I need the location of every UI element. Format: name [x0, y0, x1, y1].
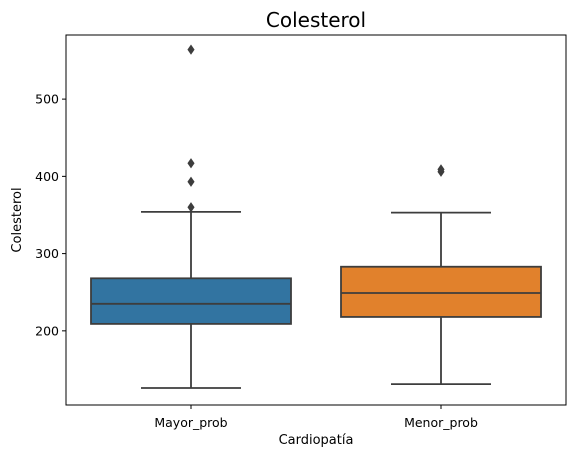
x-axis: Mayor_prob Menor_prob	[154, 405, 478, 430]
box-group-Menor_prob	[340, 164, 542, 386]
x-tick-label: Menor_prob	[404, 415, 478, 430]
y-axis-label: Colesterol	[10, 187, 25, 252]
outlier-point	[187, 202, 195, 213]
outlier-point	[187, 158, 195, 169]
chart-title: Colesterol	[266, 8, 366, 32]
plot-frame	[65, 34, 567, 406]
box-iqr	[340, 265, 542, 318]
y-tick-label: 500	[35, 92, 59, 107]
x-tick-label: Mayor_prob	[154, 415, 227, 430]
box-group-Mayor_prob	[90, 44, 292, 389]
x-axis-label: Cardiopatía	[279, 433, 354, 448]
box-iqr	[90, 277, 292, 325]
y-axis: 200 300 400 500	[35, 92, 66, 338]
y-tick-label: 400	[35, 169, 59, 184]
outlier-point	[187, 176, 195, 187]
y-tick-label: 200	[35, 323, 59, 338]
plot-area	[90, 44, 542, 389]
y-tick-label: 300	[35, 246, 59, 261]
outlier-point	[187, 44, 195, 55]
outlier-point	[437, 164, 445, 175]
